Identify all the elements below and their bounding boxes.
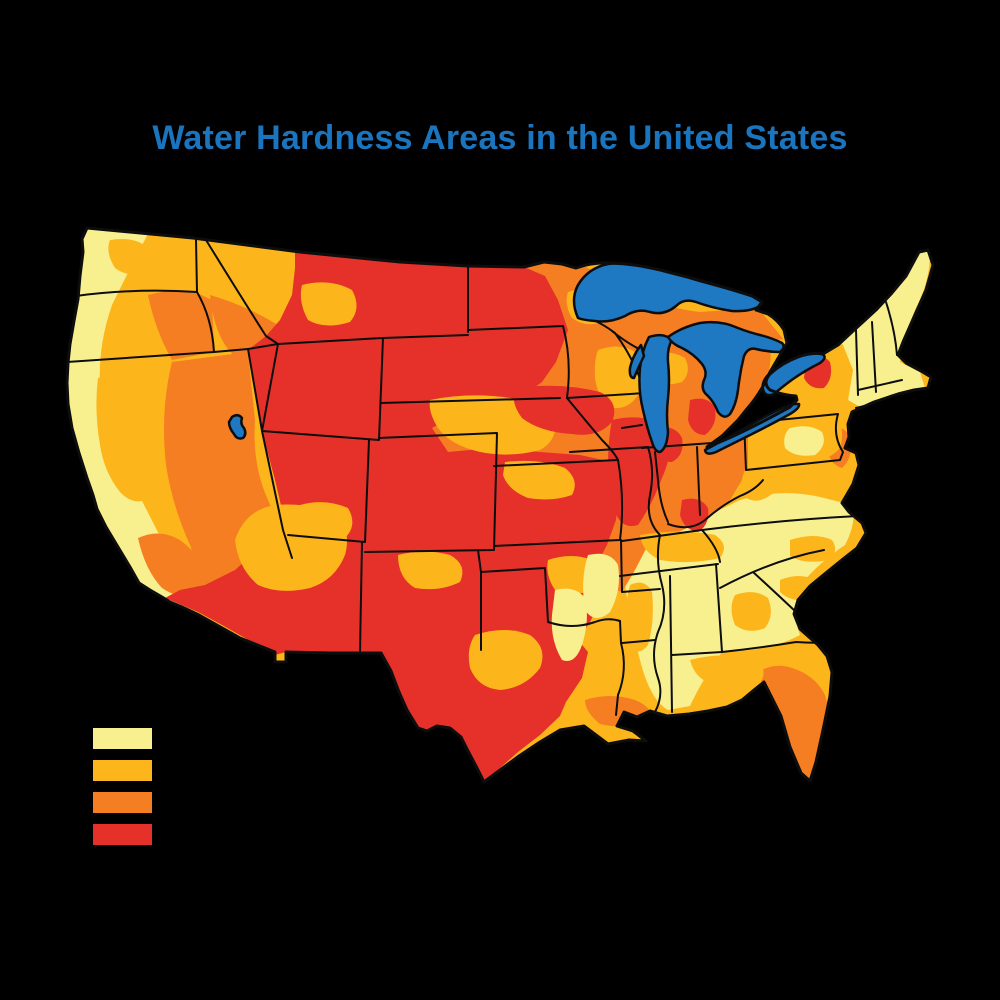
great-salt-lake [227, 414, 247, 440]
hard-swatch [93, 792, 152, 813]
lake-michigan [638, 333, 674, 454]
moderately-hard-swatch [93, 760, 152, 781]
map-fill-layers [67, 228, 933, 782]
lake-huron [666, 320, 785, 418]
state-borders [67, 239, 903, 716]
green-bay [628, 343, 646, 380]
soft-swatch [93, 728, 152, 749]
us-outline [65, 226, 935, 784]
map-title: Water Hardness Areas in the United State… [152, 119, 848, 157]
very-hard-swatch [93, 824, 152, 845]
lakes [227, 262, 826, 455]
